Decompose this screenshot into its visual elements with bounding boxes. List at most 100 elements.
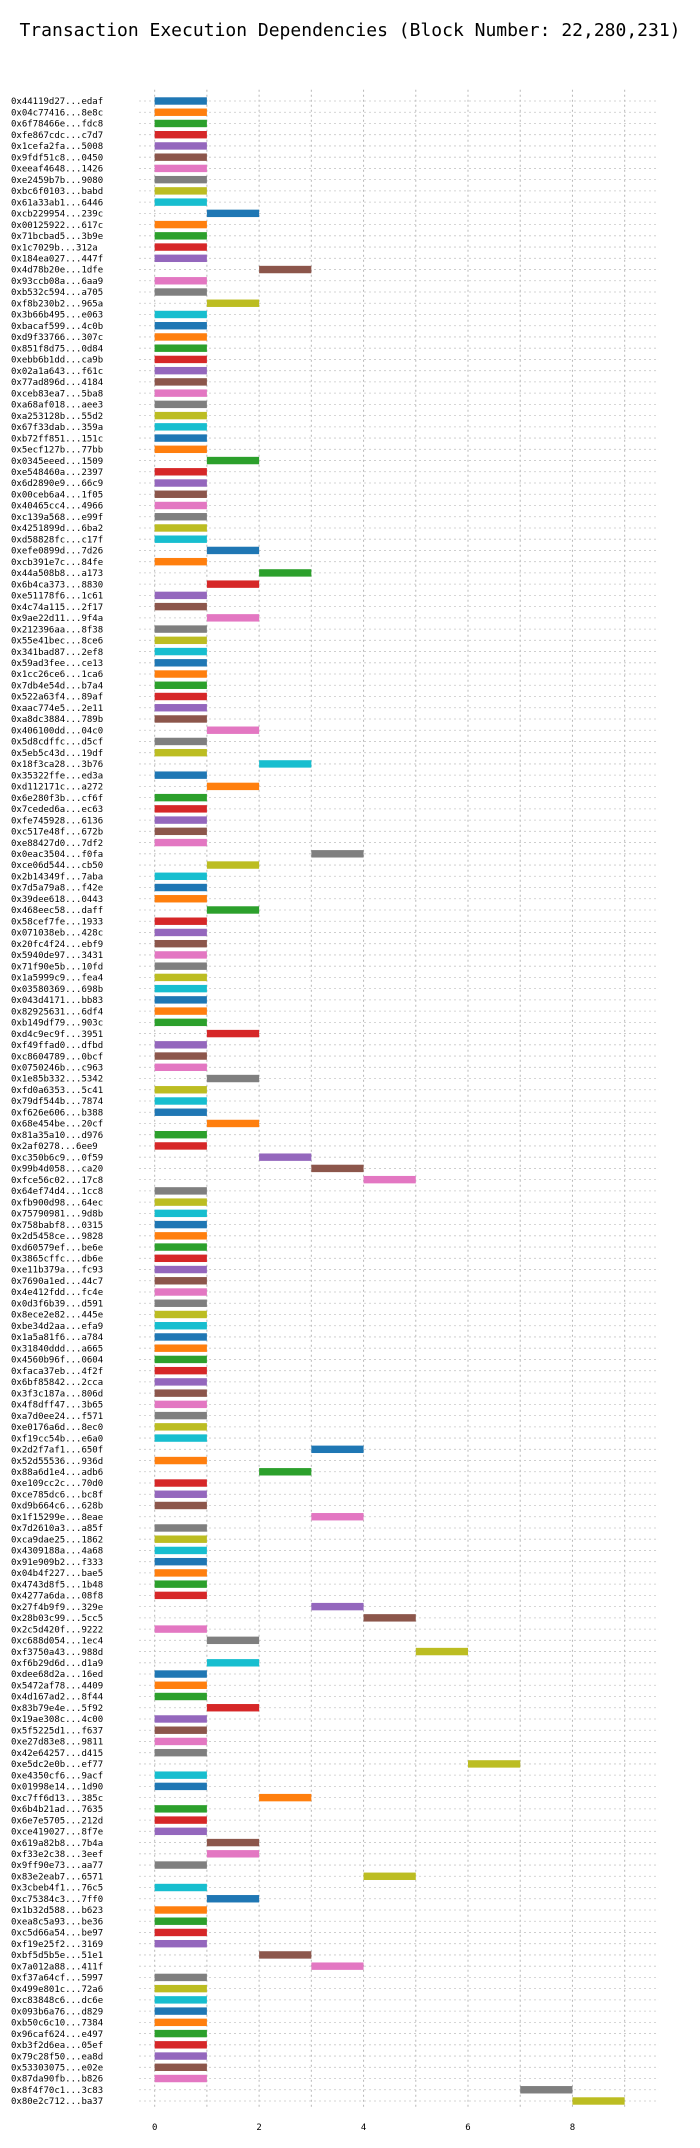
transaction-label: 0xf19e25f2...3169 bbox=[11, 1940, 103, 1950]
transaction-label: 0x0eac3504...f0fa bbox=[11, 850, 103, 860]
transaction-bar bbox=[311, 1962, 364, 1970]
transaction-bar bbox=[154, 1052, 207, 1060]
transaction-bar bbox=[154, 715, 207, 723]
transaction-bar bbox=[154, 670, 207, 678]
transaction-bar bbox=[206, 782, 260, 791]
transaction-bar bbox=[154, 1771, 207, 1779]
transaction-bar bbox=[154, 1681, 207, 1689]
transaction-bar bbox=[154, 1827, 207, 1836]
transaction-bar bbox=[154, 322, 207, 330]
transaction-bar bbox=[154, 1692, 207, 1701]
transaction-bar bbox=[154, 1546, 207, 1555]
transaction-label: 0x3f3c187a...806d bbox=[11, 1389, 103, 1399]
transaction-bar bbox=[206, 861, 260, 869]
transaction-label: 0x04c77416...8e8c bbox=[11, 108, 103, 118]
transaction-label: 0x44119d27...edaf bbox=[11, 97, 103, 107]
transaction-label: 0x03580369...698b bbox=[11, 985, 103, 995]
transaction-label: 0x35322ffe...ed3a bbox=[11, 771, 103, 781]
transaction-bar bbox=[154, 97, 207, 105]
transaction-label: 0xb149df79...903c bbox=[11, 1019, 103, 1029]
transaction-bar bbox=[154, 1310, 207, 1319]
transaction-bar bbox=[154, 557, 207, 566]
transaction-label: 0x64ef74d4...1cc8 bbox=[11, 1187, 103, 1197]
transaction-label: 0x4309188a...4a68 bbox=[11, 1547, 103, 1557]
transaction-label: 0x61a33ab1...6446 bbox=[11, 198, 103, 208]
transaction-bar bbox=[154, 996, 207, 1004]
transaction-label: 0x7ceded6a...ec63 bbox=[11, 805, 103, 815]
transaction-bar bbox=[154, 1389, 207, 1397]
transaction-label: 0x071038eb...428c bbox=[11, 929, 103, 939]
transaction-bar bbox=[206, 1029, 260, 1038]
transaction-bar bbox=[259, 265, 312, 274]
transaction-bar bbox=[154, 1277, 207, 1285]
transaction-label: 0x18f3ca28...3b76 bbox=[11, 760, 103, 770]
transaction-label: 0x1cefa2fa...5008 bbox=[11, 142, 103, 152]
transaction-bar bbox=[154, 1086, 207, 1094]
transaction-bar bbox=[154, 1411, 207, 1420]
transaction-bar bbox=[206, 299, 260, 307]
transaction-bar bbox=[206, 1895, 260, 1903]
transaction-label: 0xfaca37eb...4f2f bbox=[11, 1367, 103, 1377]
transaction-bar bbox=[154, 805, 207, 813]
transaction-bar bbox=[154, 198, 207, 206]
transaction-bar bbox=[154, 501, 207, 510]
transaction-bar bbox=[154, 2063, 207, 2071]
transaction-bar bbox=[154, 2074, 207, 2083]
transaction-label: 0x81a35a10...d976 bbox=[11, 1131, 103, 1141]
transaction-bar bbox=[154, 1883, 207, 1892]
transaction-label: 0xbf5d5b5e...51e1 bbox=[11, 1951, 103, 1961]
transaction-bar bbox=[154, 389, 207, 397]
transaction-bar bbox=[154, 479, 207, 487]
transaction-label: 0x5d8cdffc...d5cf bbox=[11, 738, 103, 748]
transaction-label: 0x8f4f70c1...3c83 bbox=[11, 2086, 103, 2096]
bar-layer bbox=[154, 97, 625, 2105]
transaction-label: 0xeeaf4648...1426 bbox=[11, 165, 103, 175]
transaction-bar bbox=[154, 175, 207, 184]
transaction-label: 0x0d3f6b39...d591 bbox=[11, 1299, 103, 1309]
transaction-label: 0x2af0278...6ee9 bbox=[11, 1142, 98, 1152]
transaction-label: 0xb72ff851...151c bbox=[11, 434, 103, 444]
transaction-bar bbox=[154, 1333, 207, 1341]
transaction-label: 0x2b14349f...7aba bbox=[11, 872, 103, 882]
transaction-bar bbox=[154, 468, 207, 476]
transaction-label: 0x522a63f4...89af bbox=[11, 693, 103, 703]
transaction-bar bbox=[154, 2018, 207, 2027]
transaction-label: 0x59ad3fee...ce13 bbox=[11, 659, 103, 669]
transaction-label: 0xfce56c02...17c8 bbox=[11, 1176, 103, 1186]
transaction-bar bbox=[206, 546, 260, 555]
transaction-bar bbox=[206, 1704, 260, 1712]
transaction-label: 0x83e2eab7...6571 bbox=[11, 1872, 103, 1882]
transaction-bar bbox=[154, 513, 207, 521]
transaction-bar bbox=[154, 636, 207, 645]
transaction-bar bbox=[154, 1131, 207, 1139]
transaction-label: 0x1c7029b...312a bbox=[11, 243, 98, 253]
transaction-label: 0x52d55536...936d bbox=[11, 1457, 103, 1467]
transaction-bar bbox=[154, 243, 207, 251]
transaction-bar bbox=[154, 445, 207, 454]
transaction-label: 0xc75384c3...7ff0 bbox=[11, 1895, 103, 1905]
transaction-label: 0xb50c6c10...7384 bbox=[11, 2019, 103, 2029]
transaction-label: 0xca9dae25...1862 bbox=[11, 1535, 103, 1545]
transaction-bar bbox=[154, 1198, 207, 1206]
transaction-bar bbox=[154, 659, 207, 667]
transaction-bar bbox=[154, 625, 207, 633]
transaction-bar bbox=[154, 1782, 207, 1791]
transaction-bar bbox=[572, 2097, 625, 2105]
transaction-bar bbox=[154, 883, 207, 892]
transaction-label: 0x4743d8f5...1b48 bbox=[11, 1580, 103, 1590]
transaction-bar bbox=[259, 1951, 312, 1959]
transaction-label: 0xbacaf599...4c0b bbox=[11, 322, 103, 332]
transaction-bar bbox=[154, 1816, 207, 1824]
transaction-bar bbox=[154, 423, 207, 431]
transaction-label: 0xe2459b7b...9080 bbox=[11, 176, 103, 186]
transaction-label: 0x5472af78...4409 bbox=[11, 1681, 103, 1691]
transaction-bar bbox=[311, 1602, 364, 1611]
transaction-label: 0xce06d544...cb50 bbox=[11, 861, 103, 871]
transaction-bar bbox=[154, 2041, 207, 2049]
transaction-label: 0xfe745928...6136 bbox=[11, 816, 103, 826]
transaction-label: 0x7690a1ed...44c7 bbox=[11, 1277, 103, 1287]
transaction-label: 0xbe34d2aa...efa9 bbox=[11, 1322, 103, 1332]
transaction-label: 0xd9b664c6...628b bbox=[11, 1502, 103, 1512]
transaction-label: 0x7d2610a3...a85f bbox=[11, 1524, 103, 1534]
